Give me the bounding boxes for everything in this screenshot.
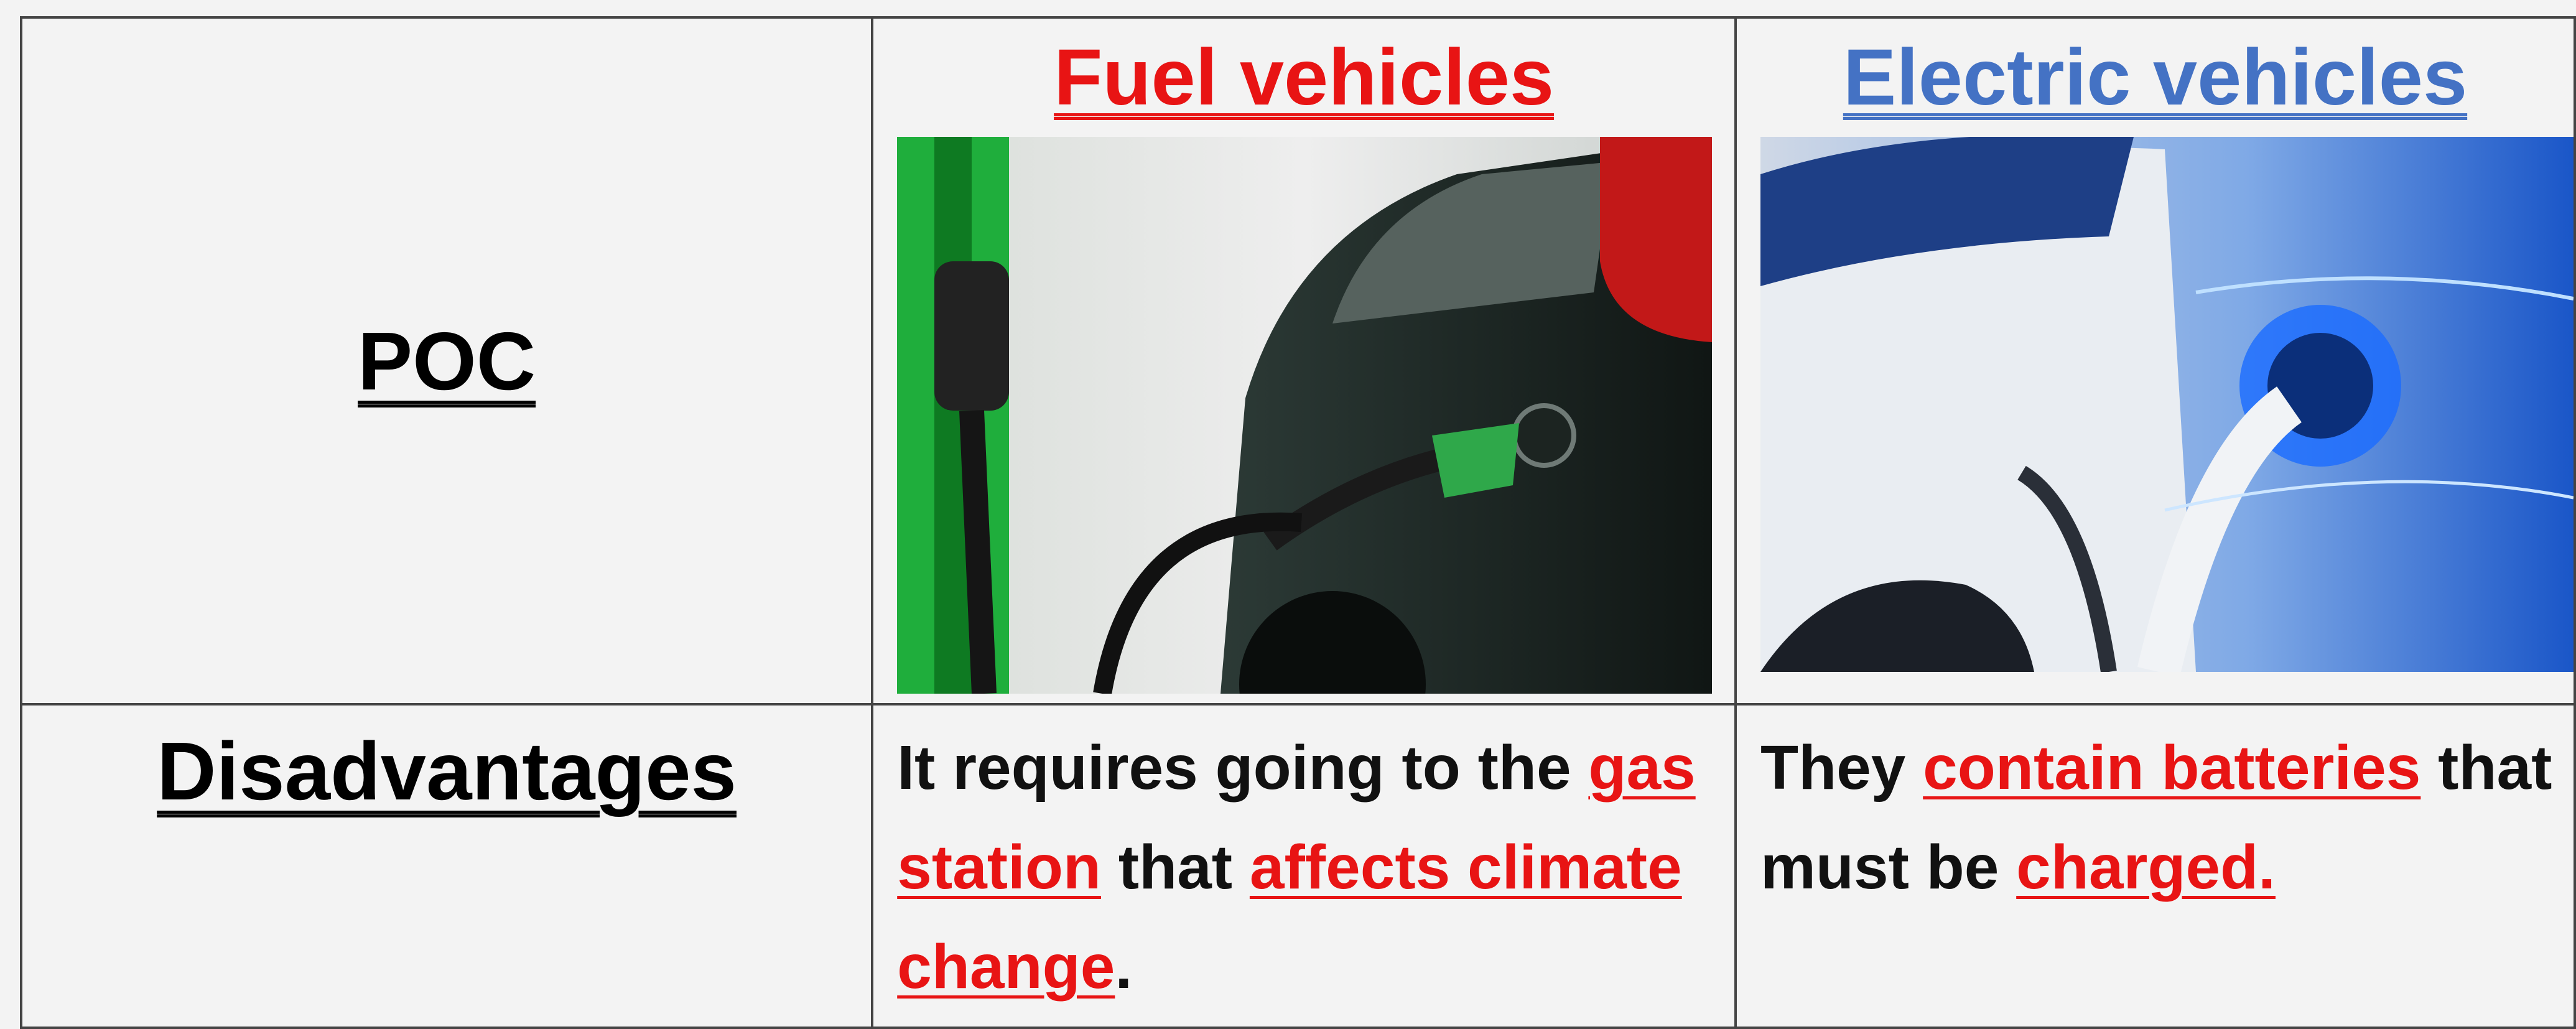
fuel-image: [897, 137, 1713, 694]
text: They: [1760, 733, 1923, 803]
poc-label: POC: [358, 315, 536, 407]
text: that must be: [1760, 733, 2552, 902]
emphasis: gas station: [897, 733, 1696, 902]
page: POC Fuel vehicles: [19, 16, 2576, 1029]
emphasis: contain batteries: [1923, 733, 2421, 803]
emphasis: charged.: [2016, 832, 2276, 902]
row: POC Fuel vehicles: [19, 16, 2576, 705]
row-label: Disadvantages: [19, 703, 874, 1029]
text: It requires going to the: [897, 733, 1589, 803]
text: .: [1115, 932, 1133, 1002]
comparison-table: POC Fuel vehicles: [19, 16, 2576, 1029]
column-heading: Electric vehicles: [1843, 33, 2468, 122]
emphasis: affects climate change: [897, 832, 1682, 1002]
cell: Electric vehicles: [1734, 16, 2576, 705]
text: that: [1101, 832, 1250, 902]
cell: They contain batteries that must be char…: [1734, 703, 2576, 1029]
cell: It requires going to the gas station tha…: [871, 703, 1737, 1029]
electric-image: [1760, 137, 2572, 672]
row: Disadvantages It requires going to the g…: [19, 703, 2576, 1029]
disadvantages-label: Disadvantages: [157, 725, 737, 817]
cell: Fuel vehicles: [871, 16, 1737, 705]
row-label: POC: [19, 16, 874, 705]
column-heading: Fuel vehicles: [1054, 33, 1555, 122]
